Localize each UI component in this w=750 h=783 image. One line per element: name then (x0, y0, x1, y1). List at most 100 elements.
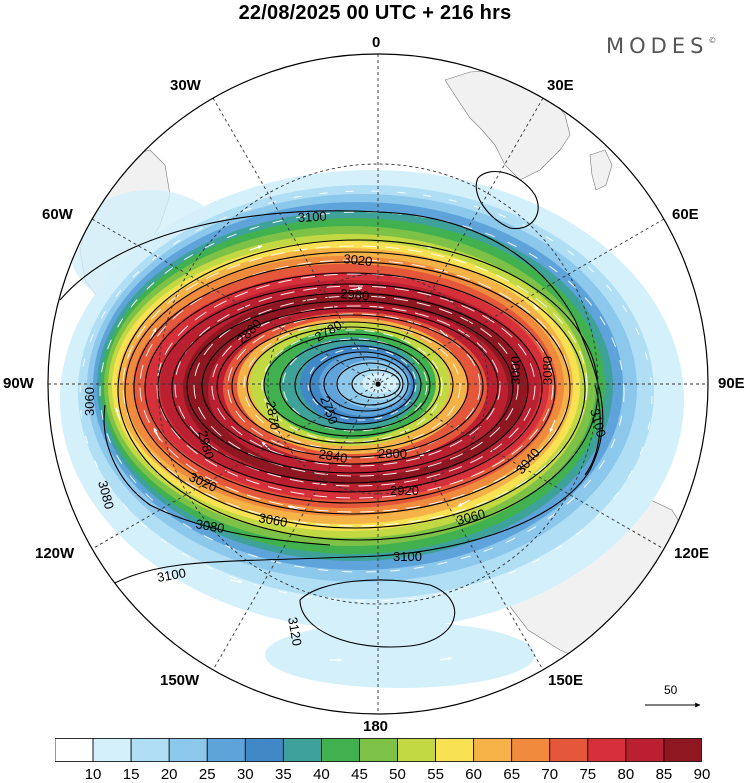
streak-7 (227, 313, 481, 459)
colorbar-box (282, 738, 322, 762)
colorbar-tick-label: 90 (693, 766, 711, 783)
colorbar-tick-label: 25 (198, 766, 216, 783)
colorbar-box (206, 738, 246, 762)
logo-text: MODES (606, 34, 709, 58)
streak-5 (193, 295, 519, 477)
contour-2940 (201, 307, 499, 465)
contour-label: 2920 (390, 483, 419, 498)
contour-2750 (351, 369, 401, 399)
contour-label: 3080 (194, 516, 225, 536)
streak-10 (282, 338, 428, 432)
streak-1 (122, 245, 588, 527)
map-title: 22/08/2025 00 UTC + 216 hrs (238, 2, 512, 24)
contour-2900 (231, 321, 469, 451)
colorbar-tick-label: 40 (313, 766, 330, 783)
contour-label: 2980 (340, 286, 370, 303)
colorbar-tick-label: 60 (465, 766, 482, 783)
madagascar-land (589, 149, 613, 191)
contour-2860 (263, 333, 441, 437)
contour-label: 3100 (297, 209, 327, 225)
lon-label-120w: 120W (35, 545, 75, 562)
colorbar-box (435, 738, 475, 762)
contour-label: 3060 (257, 510, 288, 530)
colorbar-box (473, 738, 513, 762)
colorbar-tick-label: 85 (655, 766, 673, 783)
colorbar-tick-label: 75 (579, 766, 597, 783)
lon-label-150w: 150W (160, 672, 200, 689)
contour-3120-south (299, 579, 456, 648)
contour-label: 3020 (343, 251, 373, 269)
copyright-icon: © (708, 36, 717, 45)
colorbar-box (587, 738, 627, 762)
contour-label: 3080 (540, 356, 555, 385)
contour-label: 3000 (508, 356, 523, 385)
colorbar-tick-label: 80 (617, 766, 635, 783)
contour-2960 (186, 300, 514, 474)
wind-vectors (79, 190, 653, 602)
colorbar-box (55, 738, 94, 762)
colorbar-box (130, 738, 170, 762)
contour-3100-west (103, 404, 331, 546)
streak-6 (211, 305, 501, 467)
streak-3 (156, 273, 554, 499)
modes-logo: MODES© (606, 34, 716, 58)
contour-label: 2840 (317, 446, 348, 466)
colorbar-box (359, 738, 398, 762)
streak-9 (261, 329, 443, 443)
contour-3120-northeast (475, 170, 539, 230)
contour-2920 (216, 314, 484, 458)
colorbar-box (549, 738, 589, 762)
south-pole-marker (375, 381, 381, 387)
colorbar-box (397, 738, 436, 762)
lon-label-30e: 30E (547, 77, 574, 94)
contour-label: 3100 (393, 549, 422, 564)
reference-vector-label: 50 (664, 683, 678, 697)
contour-2800 (309, 351, 415, 419)
lon-label-180: 180 (363, 718, 389, 735)
lon-label-150e: 150E (548, 672, 584, 689)
contour-label: 2980 (195, 429, 217, 461)
colorbar-box (625, 738, 665, 762)
lon-label-60w: 60W (42, 206, 73, 223)
colorbar-tick-label: 35 (275, 766, 292, 783)
vector-arrowheads (115, 244, 556, 662)
contour-label: 3080 (95, 479, 117, 511)
colorbar-tick-label: 10 (84, 766, 102, 783)
lon-label-90e: 90E (718, 375, 745, 392)
contour-label: 3100 (156, 565, 187, 585)
colorbar-box (511, 738, 551, 762)
colorbar-box (168, 738, 208, 762)
colorbar-tick-label: 55 (427, 766, 444, 783)
colorbar-box (92, 738, 132, 762)
map-border (47, 53, 709, 715)
contour-label: 3060 (82, 387, 97, 416)
contour-3100-east (584, 384, 601, 476)
colorbar-box (663, 738, 702, 762)
colorbar-tick-label: 50 (389, 766, 406, 783)
colorbar-tick-label: 20 (160, 766, 178, 783)
contour-label: 3060 (455, 506, 487, 528)
contour-label: 3100 (587, 407, 609, 439)
contour-label: 2870 (263, 400, 283, 431)
contour-3060 (124, 251, 586, 529)
colorbar-box (321, 738, 360, 762)
colorbar-tick-label: 65 (503, 766, 521, 783)
contour-2840 (279, 339, 431, 431)
colorbar-tick-label: 30 (236, 766, 254, 783)
streak-13 (79, 190, 653, 602)
streak-4 (174, 285, 536, 487)
contour-label: 3120 (285, 616, 305, 647)
contour-3100 (59, 210, 604, 591)
contour-label: 2800 (378, 446, 407, 461)
band-10-south (265, 622, 535, 688)
contour-3020 (144, 272, 556, 504)
colorbar-tick-label: 45 (351, 766, 368, 783)
contour-2980 (171, 292, 529, 484)
lon-label-60e: 60E (672, 206, 699, 223)
colorbar-tick-label: 70 (541, 766, 559, 783)
lon-label-120e: 120E (674, 545, 710, 562)
streak-12 (99, 211, 625, 573)
lon-label-0: 0 (372, 34, 381, 51)
contour-2820 (294, 345, 422, 425)
